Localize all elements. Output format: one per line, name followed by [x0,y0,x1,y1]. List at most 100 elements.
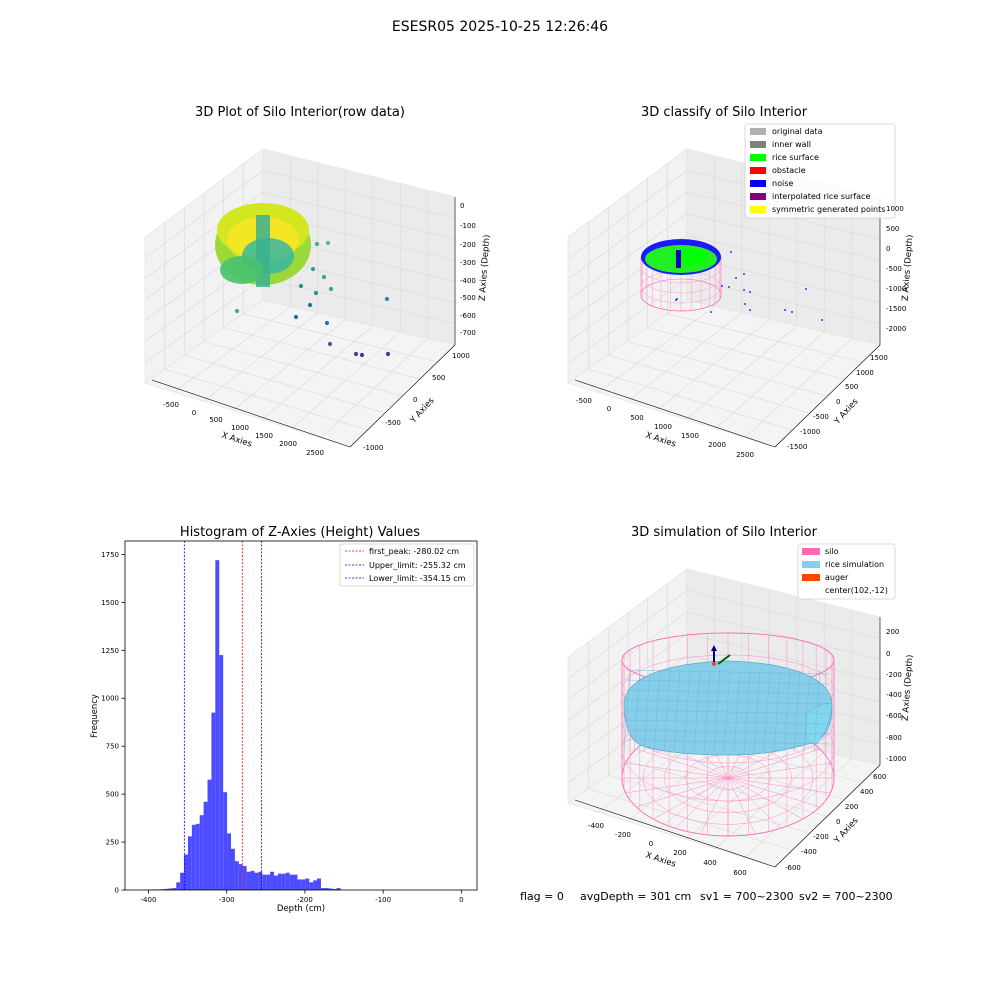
pane-gridline [686,213,880,261]
raw-xtick: 2000 [279,440,297,448]
hist-bar [293,874,298,890]
classify-xtick: 2000 [708,441,726,449]
hist-legend-box [339,543,475,587]
hist-reference-lines [183,541,263,890]
panel-raw: 3D Plot of Silo Interior(row data) -500 … [144,105,492,457]
sim-xtick: 400 [703,859,716,867]
hist-bar [301,879,306,890]
raw-ztick: -100 [460,222,476,230]
sim-ytick: 0 [836,818,840,826]
sim-rice-mesh-line [625,739,831,745]
hist-bar [164,888,169,890]
sim-rice-surface [623,660,833,756]
sim-auger-arm [717,654,731,665]
classify-xtick: -500 [576,397,592,405]
panel-raw-x-ticks: -500 0 500 1000 1500 2000 2500 [163,401,324,457]
sim-rice-mesh-line [623,669,631,753]
classify-ytick: 1000 [856,369,874,377]
sim-legend-box [797,543,896,600]
raw-ytick: 500 [432,374,445,382]
hist-bar [320,888,325,890]
classify-legend-swatch [750,154,766,161]
hist-ytick-label: 250 [106,839,119,847]
sim-ztick: -1000 [886,755,906,763]
sim-silo-floor-spoke [700,777,729,835]
raw-outlier-point [234,308,240,314]
raw-xtick: 1000 [231,424,249,432]
sim-silo-floor-ring [706,766,750,790]
hist-bar [234,861,239,890]
sim-center-marker [712,662,716,666]
pane-gridline [686,611,880,660]
raw-xtick: -500 [163,401,179,409]
sim-rice-mesh-line [703,669,711,753]
classify-legend-label: rice surface [772,153,819,162]
panel-sim-y-axis-line [774,764,881,868]
footer-sv2: sv2 = 700~2300 [799,890,893,903]
sim-rice-mesh-line [625,709,831,715]
sim-ytick: -200 [813,833,829,841]
hist-bar [242,866,247,890]
raw-ztick: -700 [460,329,476,337]
hist-bar [309,882,314,890]
classify-noise-point [735,277,737,279]
sim-xtick: -400 [588,822,604,830]
classify-legend-swatch [750,167,766,174]
raw-ytick: -1000 [363,444,383,452]
raw-outlier-point [314,241,320,247]
sim-rice-mesh-line [625,729,831,735]
classify-legend-swatch [750,180,766,187]
footer-sv1: sv1 = 700~2300 [700,890,794,903]
hist-bar [168,888,173,890]
hist-bar [254,872,259,890]
panel-classify-title: 3D classify of Silo Interior [641,105,808,120]
panel-sim-x-ticks: -400 -200 0 200 400 600 [588,822,747,877]
sim-xtick: 600 [733,869,746,877]
raw-ytick: -500 [385,419,401,427]
raw-outlier-point [307,302,313,308]
hist-bar [246,871,251,890]
hist-ylabel: Frequency [90,694,100,738]
pane-gridline [686,590,880,639]
panel-sim-zlabel: Z Axies (Depth) [901,654,916,721]
sim-rice-mesh-line [625,719,831,725]
classify-ytick: 0 [836,398,840,406]
classify-ztick: -2000 [886,325,906,333]
raw-outlier-point [293,314,299,320]
sim-ytick: 400 [860,788,873,796]
sim-legend-swatch [802,574,820,581]
hist-legend-label: Lower_limit: -354.15 cm [369,574,466,583]
classify-noise-point [749,309,751,311]
pane-gridline [588,368,792,431]
sim-silo-floor-spoke [727,762,831,779]
sim-ztick: -200 [886,671,902,679]
pane-gridline [608,355,810,414]
sim-auger [711,645,731,666]
sim-ytick: 600 [873,773,886,781]
classify-legend-swatch [750,206,766,213]
classify-ztick: -1500 [886,305,906,313]
hist-xtick-label: -200 [297,896,313,904]
sim-ytick: -400 [801,848,817,856]
pane-gridline [667,313,862,363]
hist-bar [223,792,228,890]
panel-sim: 3D simulation of Silo Interior [567,525,916,877]
panel-classify-legend: original data inner wall rice surface ob… [744,123,896,219]
sim-legend-label: center(102,-12) [825,586,888,595]
classify-ztick: -500 [886,265,902,273]
panel-raw-z-ticks: 0 -100 -200 -300 -400 -500 -600 -700 [460,202,476,337]
classify-noise-point [744,303,746,305]
raw-outlier-point [359,352,365,358]
footer-avg-depth: avgDepth = 301 cm [580,890,691,903]
sim-legend-label: rice simulation [825,560,884,569]
sim-ytick: -600 [785,864,801,872]
hist-legend-label: Upper_limit: -255.32 cm [369,561,466,570]
sim-legend-label: silo [825,547,839,556]
panel-hist: Histogram of Z-Axies (Height) Values -40… [90,525,478,914]
raw-outlier-point [385,351,391,357]
classify-noise-point [821,319,823,321]
sim-silo-floor-spoke [652,777,729,820]
hist-bar [191,824,196,890]
hist-bar [172,888,177,890]
hist-ytick-label: 1500 [101,599,119,607]
